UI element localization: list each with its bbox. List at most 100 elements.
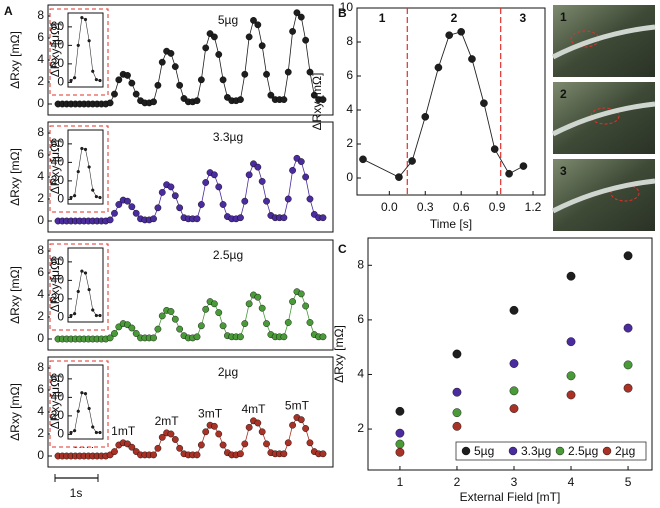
data-point	[91, 425, 95, 429]
data-point	[69, 195, 73, 200]
region-label: 3	[520, 11, 527, 25]
y-tick-label: 6	[37, 265, 44, 279]
data-point	[263, 70, 270, 78]
data-point	[167, 50, 175, 57]
data-point	[241, 320, 249, 327]
data-point	[83, 17, 88, 22]
data-point	[124, 72, 131, 79]
x-tick-label: 5	[625, 475, 632, 489]
data-point	[310, 91, 318, 99]
data-point	[69, 313, 73, 318]
y-tick-label: 8	[346, 34, 353, 48]
data-point	[193, 451, 201, 459]
data-point	[124, 197, 131, 205]
y-tick-label: 8	[357, 257, 364, 271]
data-point	[519, 162, 528, 170]
y-axis-label: ΔRxy [mΩ]	[332, 325, 346, 383]
data-point	[106, 99, 114, 107]
y-axis-label: ΔRxy [μΩ]	[48, 23, 62, 78]
data-point	[87, 406, 91, 411]
trace-label: 5µg	[218, 13, 238, 27]
data-point	[80, 269, 84, 273]
data-point	[111, 90, 118, 98]
data-point	[284, 439, 292, 447]
data-point	[258, 42, 266, 50]
trace-label: 2µg	[218, 365, 238, 379]
data-point	[505, 169, 513, 178]
data-point	[623, 360, 633, 370]
y-axis-label: ΔRxy [μΩ]	[48, 140, 62, 195]
data-point	[297, 416, 305, 424]
data-point	[258, 304, 266, 312]
data-point	[158, 312, 166, 320]
x-tick-label: 0.3	[417, 200, 434, 214]
data-point	[452, 387, 462, 397]
data-point	[111, 209, 118, 217]
data-point	[302, 173, 310, 181]
data-point	[306, 195, 314, 203]
inset-box	[49, 8, 109, 96]
y-tick-label: 6	[346, 68, 353, 82]
y-tick-label: 4	[37, 287, 44, 301]
data-point	[150, 98, 157, 106]
y-tick-label: 2	[357, 421, 364, 435]
y-tick-label: 20	[51, 56, 65, 70]
y-tick-label: 0	[346, 170, 353, 184]
data-point	[297, 290, 305, 298]
data-point	[167, 430, 175, 438]
y-tick-label: 10	[340, 0, 354, 14]
data-point	[94, 195, 98, 199]
data-point	[197, 322, 205, 330]
data-point	[115, 76, 123, 84]
data-point	[566, 390, 576, 400]
panel-label: C	[338, 242, 347, 256]
y-tick-label: 20	[51, 291, 65, 305]
x-axis-label: Time [s]	[430, 217, 472, 231]
data-point	[91, 69, 95, 73]
y-tick-label: 2	[37, 426, 44, 440]
y-tick-label: 4	[357, 367, 364, 381]
photo-track	[551, 178, 656, 214]
data-point	[132, 90, 140, 98]
data-point	[176, 81, 184, 89]
y-tick-label: 0	[57, 75, 64, 89]
data-point	[509, 404, 519, 413]
data-point	[132, 209, 140, 217]
y-tick-label: 60	[51, 19, 65, 33]
data-point	[197, 76, 205, 84]
data-point	[306, 68, 314, 76]
data-point	[395, 447, 405, 457]
y-tick-label: 8	[37, 243, 44, 257]
y-tick-label: 0	[37, 213, 44, 227]
data-point	[284, 319, 292, 326]
y-tick-label: 2	[37, 191, 44, 205]
data-point	[215, 183, 223, 191]
data-point	[280, 450, 288, 458]
data-point	[210, 300, 218, 308]
data-point	[154, 444, 162, 452]
data-point	[237, 450, 244, 458]
data-point	[566, 337, 576, 347]
y-axis-label: ΔRxy [μΩ]	[48, 375, 62, 430]
x-tick-label: 0.9	[489, 200, 506, 214]
data-point	[258, 428, 266, 436]
field-annotation: 5mT	[285, 399, 310, 413]
field-annotation: 4mT	[241, 402, 266, 416]
y-tick-label: 4	[37, 404, 44, 418]
data-point	[306, 319, 314, 326]
data-point	[158, 433, 166, 441]
data-point	[98, 195, 102, 200]
data-point	[132, 330, 140, 337]
data-point	[623, 251, 633, 261]
data-point	[193, 97, 201, 105]
data-point	[408, 157, 416, 165]
data-point	[76, 289, 80, 294]
data-point	[245, 33, 253, 41]
data-point	[421, 113, 430, 121]
y-axis-label: ΔRxy [μΩ]	[48, 258, 62, 313]
data-point	[154, 81, 162, 89]
data-point	[297, 13, 305, 21]
y-tick-label: 4	[37, 52, 44, 66]
data-point	[158, 58, 166, 66]
y-axis-label: ΔRxy [mΩ]	[8, 148, 22, 206]
